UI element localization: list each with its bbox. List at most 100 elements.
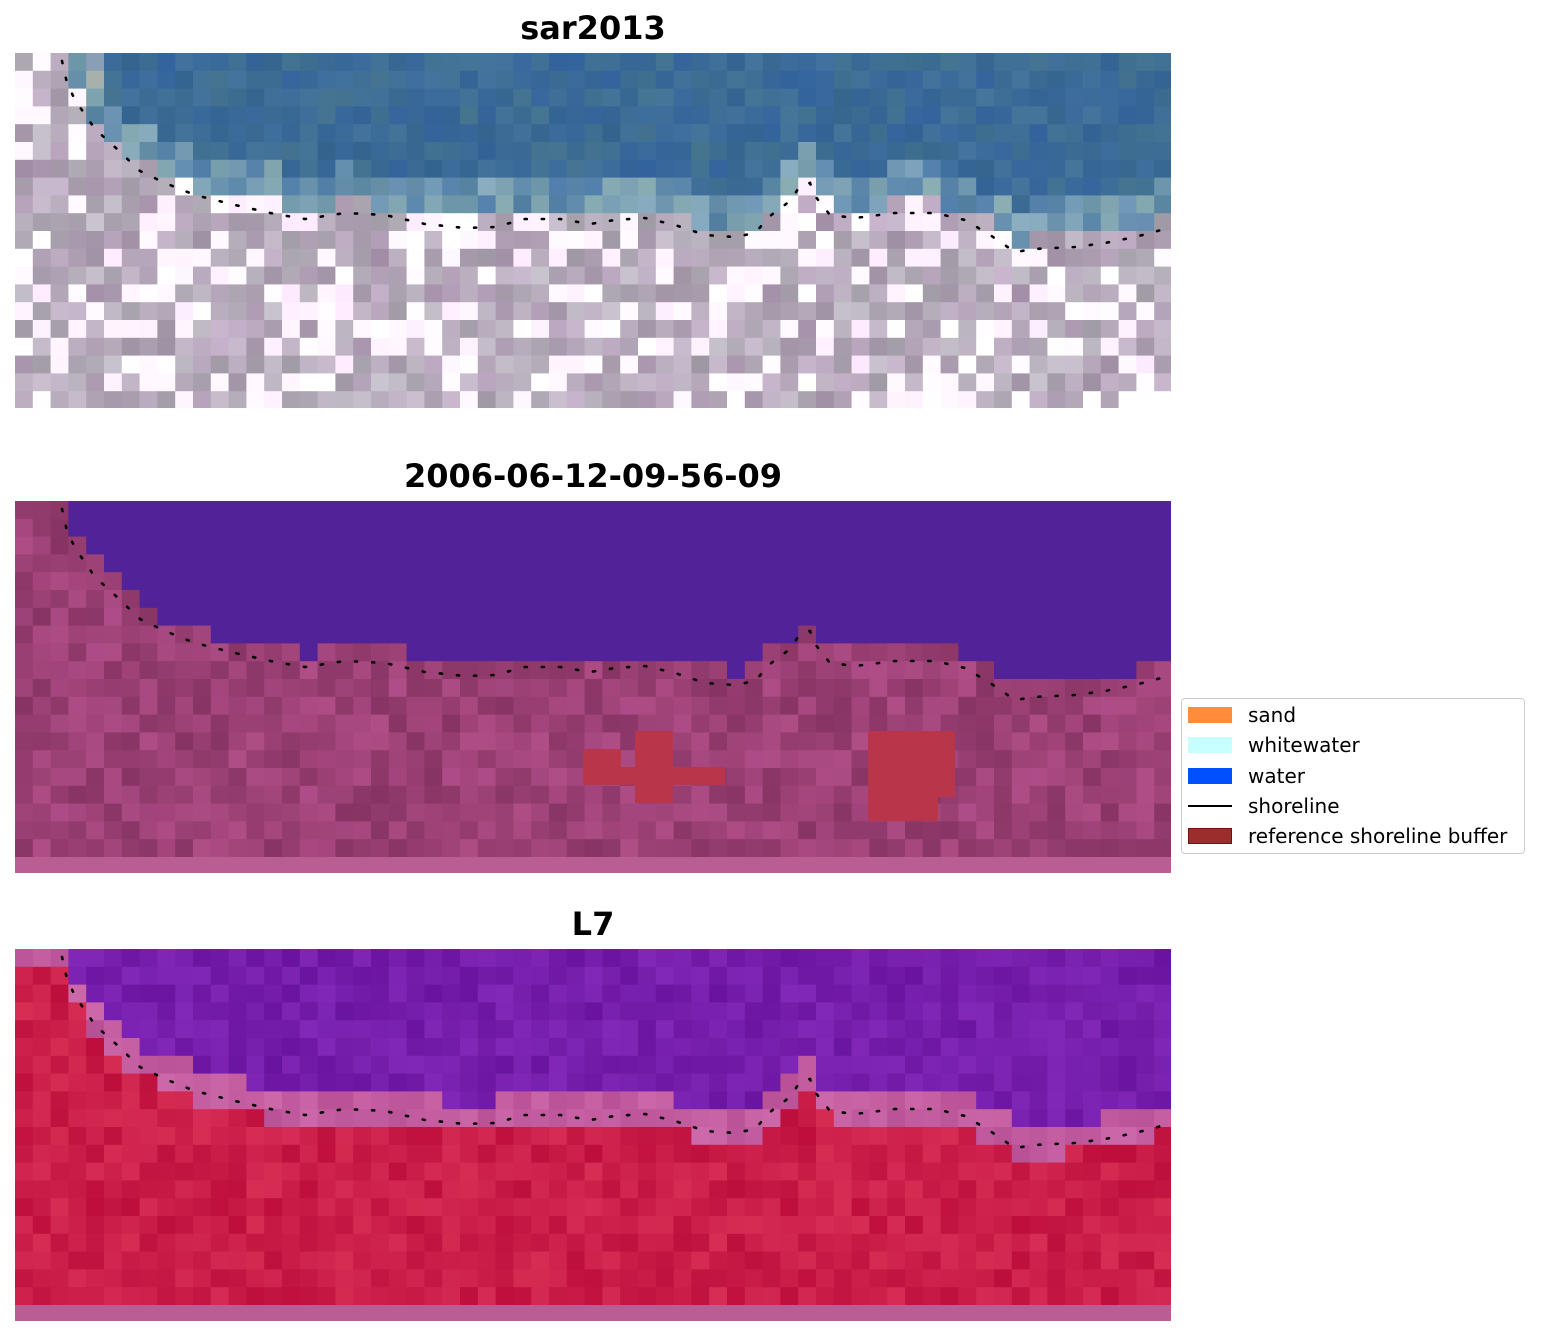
image-pixel bbox=[388, 1091, 408, 1110]
image-pixel bbox=[922, 70, 942, 90]
image-pixel bbox=[317, 714, 336, 733]
image-pixel bbox=[424, 1109, 443, 1128]
image-pixel bbox=[157, 1162, 176, 1181]
image-pixel bbox=[940, 1269, 959, 1288]
image-pixel bbox=[727, 1002, 746, 1021]
image-pixel bbox=[780, 572, 799, 591]
image-pixel bbox=[584, 1251, 603, 1270]
image-pixel bbox=[477, 1216, 497, 1235]
image-pixel bbox=[104, 536, 123, 555]
image-pixel bbox=[1029, 106, 1048, 125]
image-pixel bbox=[620, 501, 639, 520]
image-pixel bbox=[780, 966, 799, 986]
image-pixel bbox=[638, 106, 657, 125]
image-pixel bbox=[816, 1055, 835, 1075]
image-pixel bbox=[709, 1305, 728, 1321]
image-pixel bbox=[495, 159, 514, 179]
image-pixel bbox=[317, 966, 336, 986]
image-pixel bbox=[388, 590, 408, 609]
image-pixel bbox=[104, 803, 123, 822]
image-pixel bbox=[121, 821, 141, 840]
image-pixel bbox=[371, 1216, 390, 1235]
image-pixel bbox=[50, 1127, 69, 1146]
image-pixel bbox=[104, 821, 123, 840]
image-pixel bbox=[282, 966, 301, 986]
image-pixel bbox=[851, 1287, 870, 1306]
image-pixel bbox=[958, 213, 977, 232]
image-pixel bbox=[549, 696, 568, 716]
image-pixel bbox=[299, 501, 319, 520]
legend: sand whitewater water shoreline referenc… bbox=[1181, 698, 1525, 854]
image-pixel bbox=[86, 590, 105, 609]
image-pixel bbox=[851, 1055, 870, 1075]
image-pixel bbox=[32, 554, 52, 573]
image-pixel bbox=[424, 124, 443, 143]
image-pixel bbox=[442, 1020, 461, 1039]
image-pixel bbox=[566, 1091, 586, 1110]
image-pixel bbox=[833, 373, 853, 392]
image-pixel bbox=[157, 572, 176, 591]
image-pixel bbox=[798, 1020, 817, 1039]
image-pixel bbox=[121, 248, 141, 268]
image-pixel bbox=[869, 337, 888, 357]
image-pixel bbox=[940, 177, 959, 196]
image-pixel bbox=[371, 643, 390, 662]
image-pixel bbox=[1118, 768, 1137, 787]
image-pixel bbox=[193, 732, 212, 751]
image-pixel bbox=[922, 373, 942, 392]
image-pixel bbox=[1047, 1162, 1066, 1181]
image-pixel bbox=[460, 501, 479, 520]
image-pixel bbox=[673, 1233, 692, 1253]
image-pixel bbox=[673, 195, 692, 214]
image-pixel bbox=[121, 643, 141, 662]
image-pixel bbox=[1100, 320, 1120, 339]
image-pixel bbox=[869, 1109, 888, 1128]
image-pixel bbox=[744, 1287, 764, 1306]
image-pixel bbox=[887, 302, 906, 321]
image-pixel bbox=[887, 1198, 906, 1217]
image-pixel bbox=[1065, 231, 1084, 250]
image-pixel bbox=[709, 518, 728, 538]
image-pixel bbox=[833, 750, 853, 769]
image-pixel bbox=[994, 195, 1013, 214]
image-pixel bbox=[638, 355, 657, 374]
image-pixel bbox=[566, 750, 586, 769]
image-pixel bbox=[424, 572, 443, 591]
image-pixel bbox=[175, 1091, 194, 1110]
image-pixel bbox=[673, 966, 692, 986]
image-pixel bbox=[282, 1109, 301, 1128]
image-pixel bbox=[353, 949, 372, 968]
image-pixel bbox=[246, 732, 265, 751]
image-pixel bbox=[655, 177, 675, 196]
image-pixel bbox=[851, 284, 870, 303]
image-pixel bbox=[940, 142, 959, 161]
sand-swatch bbox=[1188, 707, 1232, 723]
image-pixel bbox=[442, 1305, 461, 1321]
image-pixel bbox=[246, 195, 265, 214]
image-pixel bbox=[15, 284, 34, 303]
image-pixel bbox=[869, 1269, 888, 1288]
image-pixel bbox=[940, 661, 959, 680]
image-pixel bbox=[353, 1002, 372, 1021]
image-pixel bbox=[1100, 536, 1120, 555]
image-pixel bbox=[193, 1269, 212, 1288]
image-pixel bbox=[851, 302, 870, 321]
image-pixel bbox=[86, 536, 105, 555]
image-pixel bbox=[317, 337, 336, 357]
image-pixel bbox=[1029, 554, 1048, 573]
image-pixel bbox=[1065, 88, 1084, 107]
image-pixel bbox=[121, 1198, 141, 1217]
image-pixel bbox=[15, 1216, 34, 1235]
image-pixel bbox=[1154, 949, 1171, 968]
image-pixel bbox=[1100, 984, 1120, 1003]
image-pixel bbox=[816, 984, 835, 1003]
image-pixel bbox=[905, 1233, 924, 1253]
image-pixel bbox=[1029, 213, 1048, 232]
image-pixel bbox=[1029, 266, 1048, 285]
image-pixel bbox=[780, 53, 799, 72]
image-pixel bbox=[566, 124, 586, 143]
image-pixel bbox=[1029, 302, 1048, 321]
image-pixel bbox=[994, 1020, 1013, 1039]
image-pixel bbox=[139, 1251, 158, 1270]
image-pixel bbox=[1083, 984, 1102, 1003]
